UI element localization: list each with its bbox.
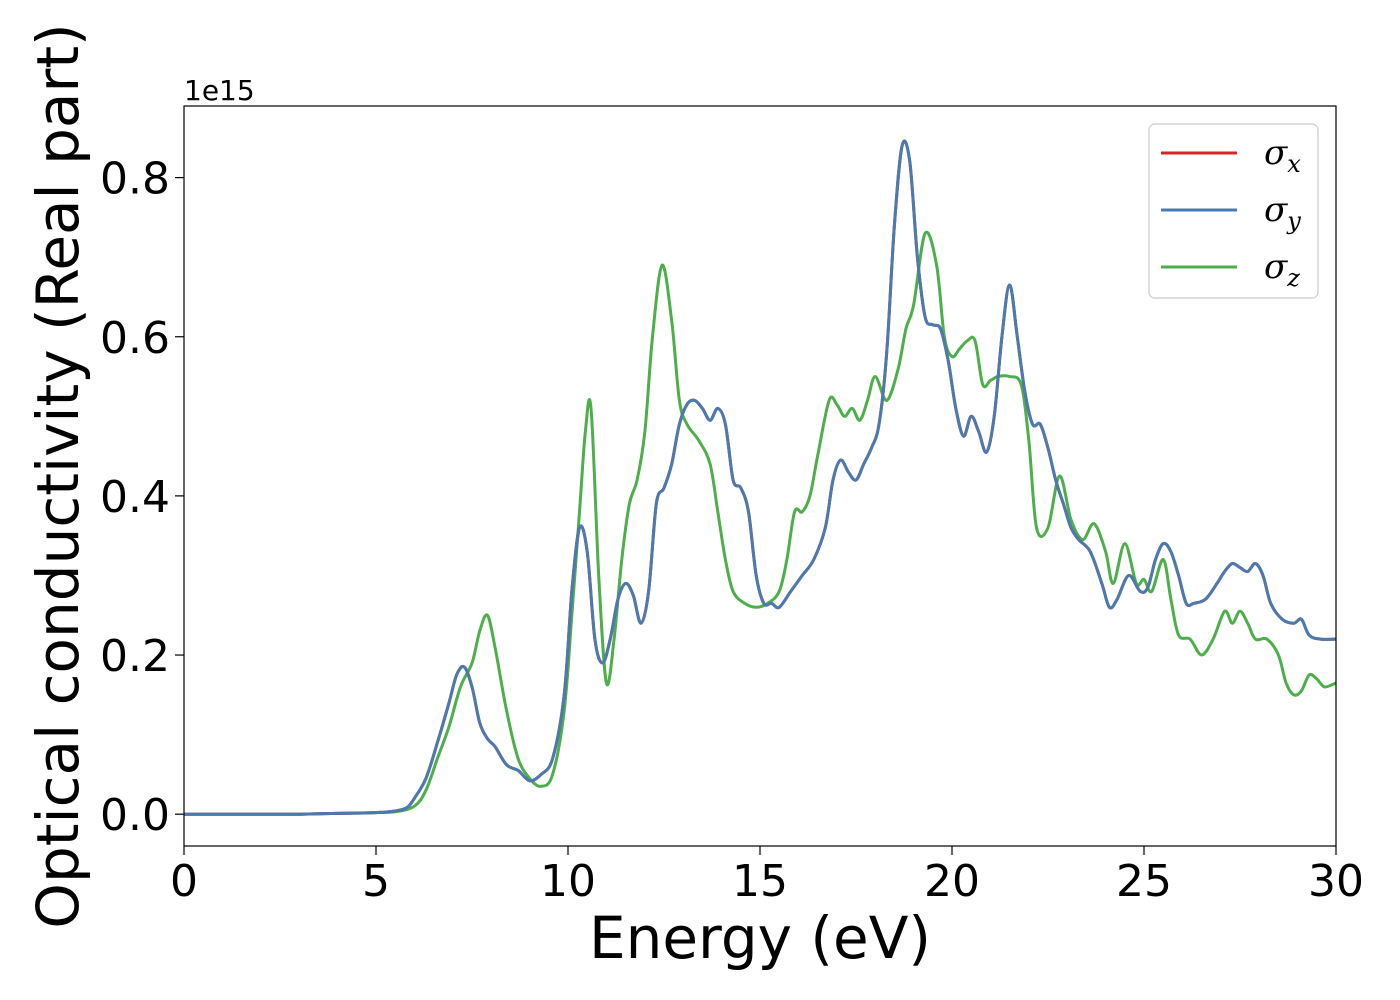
x-tick-label: 25 (1116, 856, 1172, 907)
y-tick-label: 0.4 (100, 472, 170, 523)
series-line-sigma-y (184, 139, 1336, 816)
x-tick-label: 15 (732, 856, 788, 907)
plot-lines (184, 139, 1336, 816)
y-tick-label: 0.0 (100, 790, 170, 841)
y-tick-label: 0.8 (100, 154, 170, 205)
x-tick-label: 30 (1308, 856, 1364, 907)
y-tick-label: 0.2 (100, 631, 170, 682)
x-tick-label: 5 (362, 856, 390, 907)
y-axis-label: Optical conductivity (Real part) (24, 23, 92, 928)
y-offset-label: 1e15 (184, 74, 255, 107)
legend-label-sigma-x: σx (1264, 133, 1301, 178)
series-line-sigma-z (184, 230, 1336, 816)
legend-label-sigma-y: σy (1264, 190, 1301, 235)
y-axis-ticks: 0.0 0.2 0.4 0.6 0.8 (100, 154, 184, 841)
x-axis-ticks: 0 5 10 15 20 25 30 (170, 846, 1364, 907)
x-tick-label: 20 (924, 856, 980, 907)
x-tick-label: 10 (540, 856, 596, 907)
y-tick-label: 0.6 (100, 313, 170, 364)
x-tick-label: 0 (170, 856, 198, 907)
x-axis-label: Energy (eV) (589, 904, 931, 972)
